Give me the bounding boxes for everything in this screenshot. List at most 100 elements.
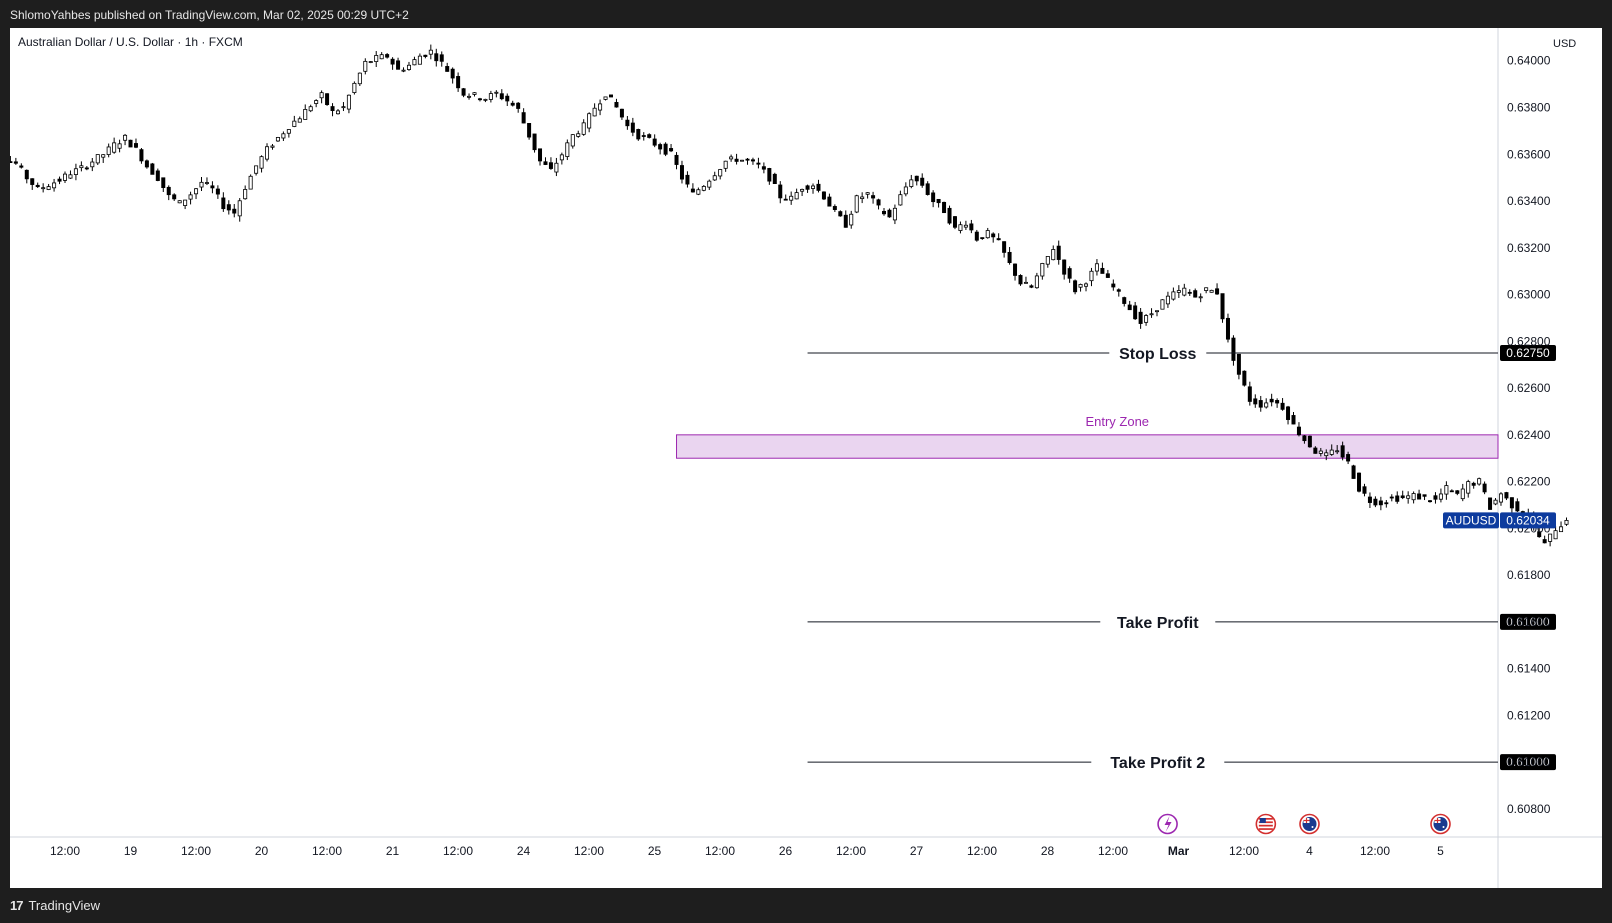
candle — [827, 193, 832, 207]
candle-body-up — [565, 142, 570, 157]
candle-body-down — [1373, 498, 1378, 506]
candle — [1225, 313, 1230, 343]
candle-body-up — [259, 156, 264, 169]
candle-body-up — [41, 187, 46, 190]
candle-body-down — [128, 139, 133, 148]
x-tick-label: 12:00 — [1098, 844, 1128, 858]
candle — [609, 94, 614, 98]
candle-body-up — [909, 179, 914, 187]
candle-body-down — [396, 60, 401, 70]
candle — [352, 81, 357, 95]
candle — [1160, 299, 1165, 310]
candle — [46, 183, 51, 191]
candle-body-up — [401, 69, 406, 72]
candle-body-down — [461, 88, 466, 96]
candle — [499, 89, 504, 101]
candle-body-down — [548, 162, 553, 169]
candle-body-down — [652, 138, 657, 146]
candle — [417, 53, 422, 65]
candle-body-down — [439, 54, 444, 62]
candle — [1340, 441, 1345, 461]
candle — [1433, 492, 1438, 504]
candle — [1253, 394, 1258, 408]
chart-symbol-title: Australian Dollar / U.S. Dollar · 1h · F… — [18, 35, 243, 49]
candle-body-down — [390, 58, 395, 65]
candle — [226, 200, 231, 215]
candle — [90, 158, 95, 172]
candle-body-down — [1242, 370, 1247, 386]
candle-body-up — [963, 224, 968, 228]
candle — [1324, 449, 1329, 461]
candle-body-down — [778, 184, 783, 199]
candle — [1269, 393, 1274, 407]
candle-body-down — [1346, 454, 1351, 462]
candle-body-down — [144, 160, 149, 168]
candle-body-down — [679, 165, 684, 180]
candle-body-up — [1089, 270, 1094, 282]
candle-body-down — [1302, 435, 1307, 442]
candle — [1362, 483, 1367, 497]
candle-body-up — [849, 213, 854, 226]
candle-body-down — [155, 170, 160, 181]
x-tick-label: 12:00 — [312, 844, 342, 858]
candle-body-down — [931, 192, 936, 203]
x-tick-label: 27 — [910, 844, 924, 858]
candle-body-up — [265, 146, 270, 160]
candle — [767, 167, 772, 185]
candle — [1264, 398, 1269, 409]
entry-zone-label: Entry Zone — [1085, 414, 1149, 429]
candle — [816, 179, 821, 193]
chart-frame[interactable]: Entry Zone Stop Loss 0.62750 Take Profit 0.… — [0, 28, 1602, 888]
candle-body-up — [598, 103, 603, 111]
y-tick-label: 0.61600 — [1507, 615, 1551, 629]
candle — [832, 204, 837, 212]
candle-body-up — [1171, 291, 1176, 300]
candle-body-down — [750, 159, 755, 162]
candle-body-up — [412, 59, 417, 66]
candle-body-down — [1138, 311, 1143, 324]
candle — [559, 152, 564, 165]
candle-body-down — [172, 194, 177, 200]
y-tick-label: 0.62400 — [1507, 428, 1551, 442]
candle-body-down — [139, 149, 144, 162]
tradingview-brand[interactable]: 17 TradingView — [10, 898, 100, 913]
candle-body-down — [1542, 539, 1547, 544]
candle-body-down — [1395, 495, 1400, 502]
candle — [412, 56, 417, 66]
candle — [363, 58, 368, 75]
au-flag-icon — [1430, 813, 1451, 835]
candle-body-down — [756, 162, 761, 165]
candle-body-up — [860, 196, 865, 200]
candle — [1176, 285, 1181, 298]
candle — [789, 191, 794, 205]
candle-body-up — [1438, 493, 1443, 500]
candle — [1542, 535, 1547, 544]
currency-label[interactable]: USD — [1553, 38, 1577, 50]
candle-body-up — [559, 154, 564, 161]
y-tick-label: 0.63200 — [1507, 241, 1551, 255]
candle — [1204, 287, 1209, 294]
candle-body-up — [275, 137, 280, 142]
candle — [232, 204, 237, 218]
candle — [1504, 491, 1509, 501]
candle-body-up — [472, 92, 477, 95]
candle — [1045, 256, 1050, 268]
us-flag-icon — [1255, 813, 1277, 835]
candle — [161, 177, 166, 193]
candle — [1111, 279, 1116, 291]
candle-body-down — [1187, 291, 1192, 294]
candle — [958, 221, 963, 234]
candle — [1548, 533, 1553, 547]
candlestick-chart[interactable]: Entry Zone Stop Loss 0.62750 Take Profit 0.… — [0, 28, 1602, 888]
candle — [1105, 269, 1110, 278]
candle — [734, 153, 739, 165]
candle — [155, 168, 160, 182]
x-tick-label: 12:00 — [50, 844, 80, 858]
candle-body-down — [1062, 259, 1067, 275]
candle — [849, 210, 854, 229]
x-tick-label: 28 — [1041, 844, 1055, 858]
candle-body-down — [325, 93, 330, 106]
candle — [112, 137, 117, 154]
candle — [740, 159, 745, 162]
candle-body-up — [406, 64, 411, 70]
